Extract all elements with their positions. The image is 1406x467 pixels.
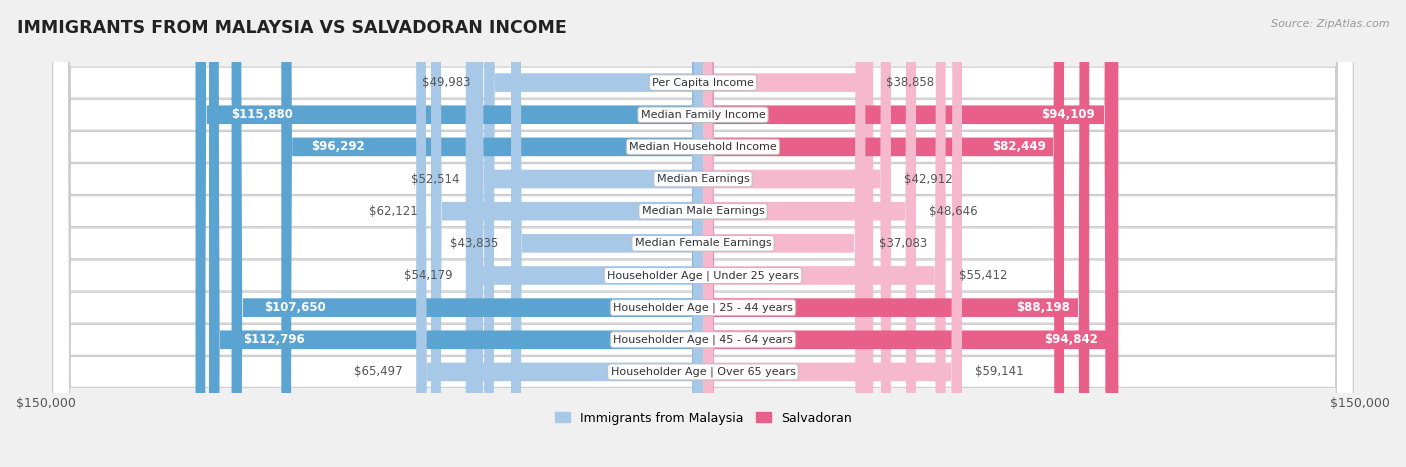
FancyBboxPatch shape: [52, 0, 1354, 467]
Text: $37,083: $37,083: [879, 237, 927, 250]
FancyBboxPatch shape: [52, 0, 1354, 467]
FancyBboxPatch shape: [52, 0, 1354, 467]
FancyBboxPatch shape: [52, 0, 1354, 467]
FancyBboxPatch shape: [703, 0, 1115, 467]
FancyBboxPatch shape: [510, 0, 703, 467]
Text: $107,650: $107,650: [264, 301, 326, 314]
FancyBboxPatch shape: [703, 0, 866, 467]
FancyBboxPatch shape: [703, 0, 946, 467]
Text: $88,198: $88,198: [1017, 301, 1070, 314]
Text: Median Family Income: Median Family Income: [641, 110, 765, 120]
FancyBboxPatch shape: [416, 0, 703, 467]
Text: Householder Age | 25 - 44 years: Householder Age | 25 - 44 years: [613, 302, 793, 313]
Text: $52,514: $52,514: [412, 172, 460, 185]
FancyBboxPatch shape: [703, 0, 1118, 467]
Text: $48,646: $48,646: [929, 205, 977, 218]
Text: $65,497: $65,497: [354, 365, 404, 378]
Text: $43,835: $43,835: [450, 237, 498, 250]
FancyBboxPatch shape: [52, 0, 1354, 467]
Text: Householder Age | Under 25 years: Householder Age | Under 25 years: [607, 270, 799, 281]
FancyBboxPatch shape: [703, 0, 873, 467]
Text: $42,912: $42,912: [904, 172, 953, 185]
Text: $94,842: $94,842: [1043, 333, 1098, 346]
FancyBboxPatch shape: [209, 0, 703, 467]
FancyBboxPatch shape: [52, 0, 1354, 467]
FancyBboxPatch shape: [703, 0, 917, 467]
Text: Median Female Earnings: Median Female Earnings: [634, 238, 772, 248]
FancyBboxPatch shape: [703, 0, 1064, 467]
Text: $49,983: $49,983: [422, 76, 471, 89]
FancyBboxPatch shape: [432, 0, 703, 467]
FancyBboxPatch shape: [52, 0, 1354, 467]
Text: $112,796: $112,796: [243, 333, 305, 346]
Text: $94,109: $94,109: [1040, 108, 1094, 121]
Text: IMMIGRANTS FROM MALAYSIA VS SALVADORAN INCOME: IMMIGRANTS FROM MALAYSIA VS SALVADORAN I…: [17, 19, 567, 37]
FancyBboxPatch shape: [703, 0, 891, 467]
FancyBboxPatch shape: [195, 0, 703, 467]
Text: Median Household Income: Median Household Income: [628, 142, 778, 152]
FancyBboxPatch shape: [465, 0, 703, 467]
Text: Householder Age | Over 65 years: Householder Age | Over 65 years: [610, 367, 796, 377]
Text: $38,858: $38,858: [886, 76, 935, 89]
Text: $82,449: $82,449: [993, 141, 1046, 153]
Text: Median Male Earnings: Median Male Earnings: [641, 206, 765, 216]
FancyBboxPatch shape: [472, 0, 703, 467]
FancyBboxPatch shape: [52, 0, 1354, 467]
Text: $96,292: $96,292: [311, 141, 364, 153]
Text: Source: ZipAtlas.com: Source: ZipAtlas.com: [1271, 19, 1389, 28]
Text: $54,179: $54,179: [404, 269, 453, 282]
FancyBboxPatch shape: [484, 0, 703, 467]
FancyBboxPatch shape: [281, 0, 703, 467]
Text: $59,141: $59,141: [976, 365, 1024, 378]
FancyBboxPatch shape: [703, 0, 962, 467]
Text: $62,121: $62,121: [368, 205, 418, 218]
FancyBboxPatch shape: [52, 0, 1354, 467]
Text: Per Capita Income: Per Capita Income: [652, 78, 754, 88]
Legend: Immigrants from Malaysia, Salvadoran: Immigrants from Malaysia, Salvadoran: [550, 407, 856, 430]
FancyBboxPatch shape: [232, 0, 703, 467]
FancyBboxPatch shape: [52, 0, 1354, 467]
Text: $115,880: $115,880: [231, 108, 292, 121]
Text: Median Earnings: Median Earnings: [657, 174, 749, 184]
Text: Householder Age | 45 - 64 years: Householder Age | 45 - 64 years: [613, 334, 793, 345]
FancyBboxPatch shape: [703, 0, 1090, 467]
Text: $55,412: $55,412: [959, 269, 1007, 282]
